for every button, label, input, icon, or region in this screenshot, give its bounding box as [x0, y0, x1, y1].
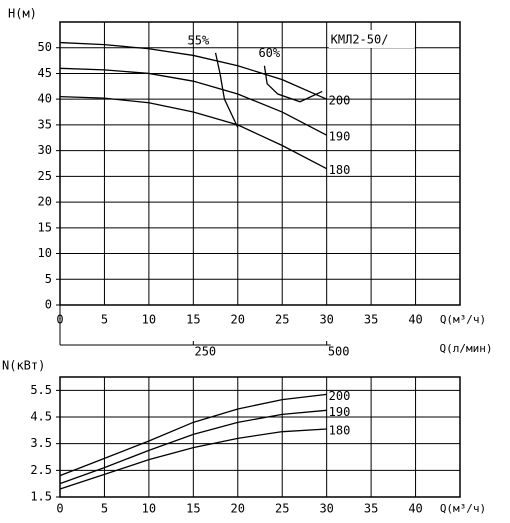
y-tick-label: 5 — [45, 272, 52, 286]
x-tick-label: 30 — [319, 502, 333, 516]
x-tick-label: 5 — [101, 313, 108, 327]
y-tick-label: 2.5 — [30, 463, 52, 477]
x-axis-title: Q(м³/ч) — [440, 502, 486, 515]
y-tick-label: 5.5 — [30, 383, 52, 397]
annotation: КМЛ2-50/ — [331, 33, 389, 47]
curve — [263, 65, 323, 103]
curve — [214, 52, 239, 128]
y-tick-label: 0 — [45, 298, 52, 312]
curve — [59, 95, 327, 170]
x-tick-label: 40 — [408, 313, 422, 327]
y-tick-label: 35 — [38, 117, 52, 131]
x-tick-label: 30 — [319, 313, 333, 327]
x2-tick-label: 500 — [328, 345, 350, 359]
y-tick-label: 10 — [38, 246, 52, 260]
series-label: 55% — [188, 33, 210, 47]
y-tick-label: 45 — [38, 66, 52, 80]
y-tick-label: 25 — [38, 169, 52, 183]
series-label: 180 — [329, 163, 351, 177]
y-axis-title: H(м) — [8, 7, 37, 21]
x-tick-label: 5 — [101, 502, 108, 516]
curve — [59, 428, 327, 490]
series-label: 200 — [329, 389, 351, 403]
series-label: 180 — [329, 424, 351, 438]
curve — [59, 393, 327, 477]
x-tick-label: 20 — [231, 313, 245, 327]
y-axis-title: N(кВт) — [2, 359, 45, 373]
x-tick-label: 15 — [186, 502, 200, 516]
y-tick-label: 1.5 — [30, 490, 52, 504]
curve — [59, 409, 327, 485]
series-label: 190 — [329, 405, 351, 419]
y-tick-label: 15 — [38, 220, 52, 234]
curve — [59, 67, 327, 136]
y-tick-label: 20 — [38, 195, 52, 209]
series-label: 190 — [329, 130, 351, 144]
x2-axis-title: Q(л/мин) — [440, 342, 493, 355]
plot-frame — [59, 376, 461, 498]
y-tick-label: 50 — [38, 40, 52, 54]
curve — [59, 41, 327, 100]
y-tick-label: 4.5 — [30, 410, 52, 424]
x-tick-label: 15 — [186, 313, 200, 327]
x2-tick-label: 250 — [194, 345, 216, 359]
series-label: 60% — [258, 46, 280, 60]
x-tick-label: 10 — [142, 502, 156, 516]
series-label: 200 — [329, 94, 351, 108]
x-tick-label: 10 — [142, 313, 156, 327]
x-tick-label: 20 — [231, 502, 245, 516]
x-tick-label: 25 — [275, 502, 289, 516]
x-tick-label: 40 — [408, 502, 422, 516]
x-tick-label: 35 — [364, 313, 378, 327]
x-axis-title: Q(м³/ч) — [440, 313, 486, 326]
x-tick-label: 35 — [364, 502, 378, 516]
plot-frame — [59, 21, 461, 306]
annotation-box — [328, 30, 415, 48]
x-tick-label: 0 — [56, 502, 63, 516]
y-tick-label: 3.5 — [30, 436, 52, 450]
x-tick-label: 25 — [275, 313, 289, 327]
y-tick-label: 40 — [38, 92, 52, 106]
y-tick-label: 30 — [38, 143, 52, 157]
